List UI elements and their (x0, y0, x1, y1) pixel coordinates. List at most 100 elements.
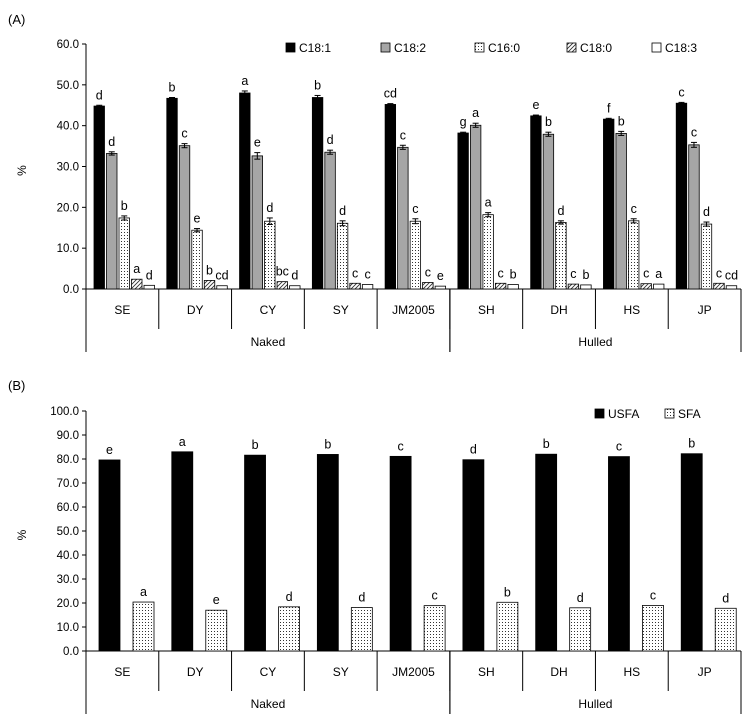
significance-letter: a (472, 106, 479, 120)
significance-letter: b (543, 437, 550, 451)
y-tick-label: 10.0 (57, 243, 79, 255)
significance-letter: b (121, 199, 128, 213)
category-label: JP (698, 303, 712, 317)
bar (469, 124, 482, 290)
significance-letter: d (577, 591, 584, 605)
bar (580, 284, 592, 290)
bar (603, 118, 615, 290)
bar (482, 214, 494, 290)
bar (535, 453, 558, 652)
bar (118, 217, 130, 290)
bar (324, 151, 336, 290)
significance-letter: c (181, 127, 187, 141)
significance-letter: c (431, 589, 437, 603)
bar (640, 283, 652, 290)
legend-label: C18:0 (580, 41, 612, 55)
bar (349, 282, 361, 290)
significance-letter: a (133, 262, 140, 276)
significance-letter: e (532, 98, 539, 112)
bar (628, 220, 640, 290)
category-label: JM2005 (392, 303, 435, 317)
bar (569, 607, 592, 652)
significance-letter: c (650, 588, 656, 602)
significance-letter: d (358, 591, 365, 605)
y-tick-label: 90.0 (57, 430, 79, 442)
bar (653, 283, 665, 290)
bar (675, 102, 688, 290)
bar (216, 285, 228, 290)
significance-letter: d (286, 590, 293, 604)
bar (98, 459, 121, 652)
legend-swatch (474, 42, 485, 53)
legend-swatch (566, 42, 577, 53)
y-tick-label: 30.0 (57, 574, 79, 586)
significance-letter: c (498, 266, 504, 280)
bar (264, 220, 276, 290)
category-label: SH (478, 665, 495, 679)
y-tick-label: 60.0 (57, 502, 79, 514)
significance-letter: b (169, 80, 176, 94)
bar (93, 105, 105, 290)
significance-letter: c (570, 267, 576, 281)
bar (494, 282, 507, 290)
significance-letter: b (252, 438, 259, 452)
category-label: DH (550, 665, 567, 679)
significance-letter: c (631, 202, 637, 216)
bar (423, 605, 446, 652)
bar (311, 97, 324, 290)
category-label: DY (187, 303, 204, 317)
y-tick-label: 0.0 (63, 646, 79, 658)
significance-letter: b (582, 268, 589, 282)
bar (462, 459, 485, 652)
category-label: SE (114, 303, 130, 317)
legend-label: SFA (678, 407, 701, 421)
significance-letter: c (716, 266, 722, 280)
legend-label: C16:0 (488, 41, 520, 55)
bar (361, 284, 374, 290)
bar (713, 282, 725, 290)
significance-letter: d (557, 204, 564, 218)
bar (244, 454, 266, 652)
bar (171, 451, 194, 652)
category-label: SY (333, 303, 349, 317)
bar (680, 453, 703, 652)
y-tick-label: 40.0 (57, 550, 79, 562)
group-label: Hulled (578, 335, 612, 349)
bar (389, 455, 412, 652)
significance-letter: a (485, 196, 492, 210)
bar (239, 92, 251, 290)
bar (507, 284, 519, 290)
category-label: SE (114, 665, 130, 679)
y-tick-label: 50.0 (57, 526, 79, 538)
bar (143, 284, 155, 290)
panel-label: (A) (8, 12, 25, 27)
significance-letter: c (691, 125, 697, 139)
bar (567, 283, 580, 290)
legend-label: USFA (608, 407, 639, 421)
significance-letter: d (339, 204, 346, 218)
significance-letter: a (241, 74, 248, 88)
category-label: HS (623, 303, 640, 317)
significance-letter: cd (215, 269, 228, 283)
significance-letter: b (324, 437, 331, 451)
bar (422, 282, 434, 290)
significance-letter: c (425, 265, 431, 279)
bar (457, 132, 469, 290)
y-axis-label: % (15, 165, 29, 176)
category-label: JP (698, 665, 712, 679)
y-tick-label: 30.0 (57, 162, 79, 174)
panel-label: (B) (8, 378, 25, 393)
significance-letter: b (510, 268, 517, 282)
chart-panel-a: (A) 0.0 10.0 20.0 30.0 40.0 50.0 60.0% SE DY CY SY J… (8, 12, 742, 352)
bar (205, 609, 228, 652)
y-tick-label: 20.0 (57, 598, 79, 610)
legend-swatch (285, 42, 296, 53)
y-tick-label: 40.0 (57, 121, 79, 133)
significance-letter: e (437, 269, 444, 283)
significance-letter: b (314, 78, 321, 92)
bar (106, 153, 118, 290)
bar (336, 222, 349, 290)
bar (615, 133, 627, 290)
